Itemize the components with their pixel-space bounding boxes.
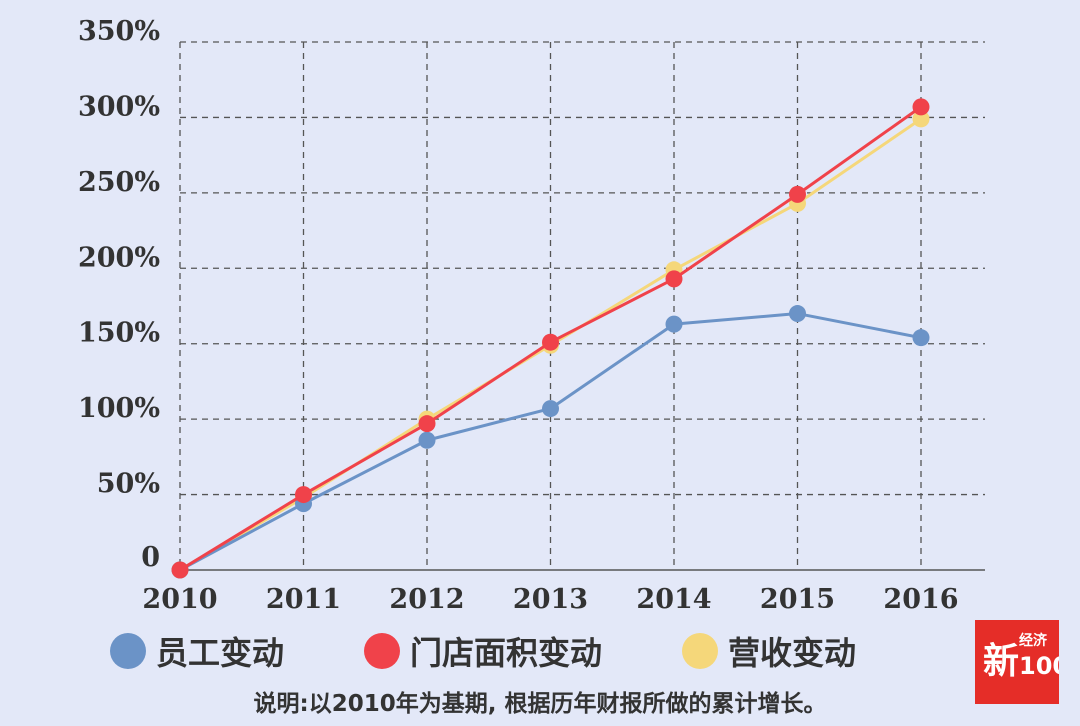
series-point: [418, 415, 436, 433]
series-point: [542, 333, 559, 351]
series-point: [789, 185, 806, 203]
series-point: [418, 431, 436, 449]
brand-logo: 新 经济 100: [975, 620, 1059, 704]
legend-marker-revenue: [682, 633, 719, 669]
x-tick-label: 2010: [142, 584, 217, 615]
x-tick-label: 2011: [266, 584, 341, 615]
y-tick-label: 0: [141, 542, 160, 573]
legend-label-revenue: 营收变动: [728, 634, 857, 672]
series-point: [912, 110, 930, 128]
y-tick-label: 300%: [78, 91, 160, 122]
line-chart: 050%100%150%200%250%300%350% 2010 2011 201…: [78, 16, 985, 615]
x-tick-label: 2013: [513, 584, 588, 615]
y-tick-label: 100%: [78, 393, 160, 424]
legend-marker-store-area: [364, 633, 401, 669]
grid: [179, 41, 985, 570]
legend-label-employees: 员工变动: [156, 634, 285, 672]
legend-item-revenue: 营收变动: [682, 628, 856, 674]
series-point: [295, 486, 312, 504]
series-point: [665, 315, 683, 333]
x-tick-label: 2015: [760, 584, 835, 615]
y-tick-label: 200%: [78, 242, 160, 273]
y-tick-label: 250%: [78, 167, 160, 198]
series-layer: [171, 98, 930, 579]
x-tick-label: 2012: [389, 584, 464, 615]
y-axis-labels: 0 50% 100% 150% 200% 250% 300% 350%: [78, 16, 160, 573]
logo-sub-text: 经济: [1019, 633, 1047, 649]
x-tick-label: 2014: [636, 584, 711, 615]
series-point: [912, 329, 930, 347]
legend: 员工变动 门店面积变动 营收变动: [110, 628, 936, 674]
legend-item-store-area: 门店面积变动: [364, 628, 602, 674]
y-tick-label: 50%: [97, 469, 160, 500]
legend-item-employees: 员工变动: [110, 628, 284, 674]
logo-number: 100: [1019, 652, 1059, 680]
logo-main-char: 新: [983, 641, 1020, 682]
x-axis-labels: 2010 2011 2012 2013 2014 2015 2016: [142, 584, 958, 615]
legend-marker-employees: [110, 633, 146, 669]
x-tick-label: 2016: [883, 584, 958, 615]
series-point: [542, 400, 559, 418]
y-tick-label: 350%: [78, 16, 160, 47]
legend-label-store-area: 门店面积变动: [410, 634, 603, 672]
series-point: [912, 98, 930, 116]
y-tick-label: 150%: [78, 318, 160, 349]
series-point: [789, 305, 806, 323]
series-point: [171, 561, 189, 579]
series-point: [665, 270, 683, 288]
chart-note: 说明:以2010年为基期, 根据历年财报所做的累计增长。: [253, 691, 827, 717]
